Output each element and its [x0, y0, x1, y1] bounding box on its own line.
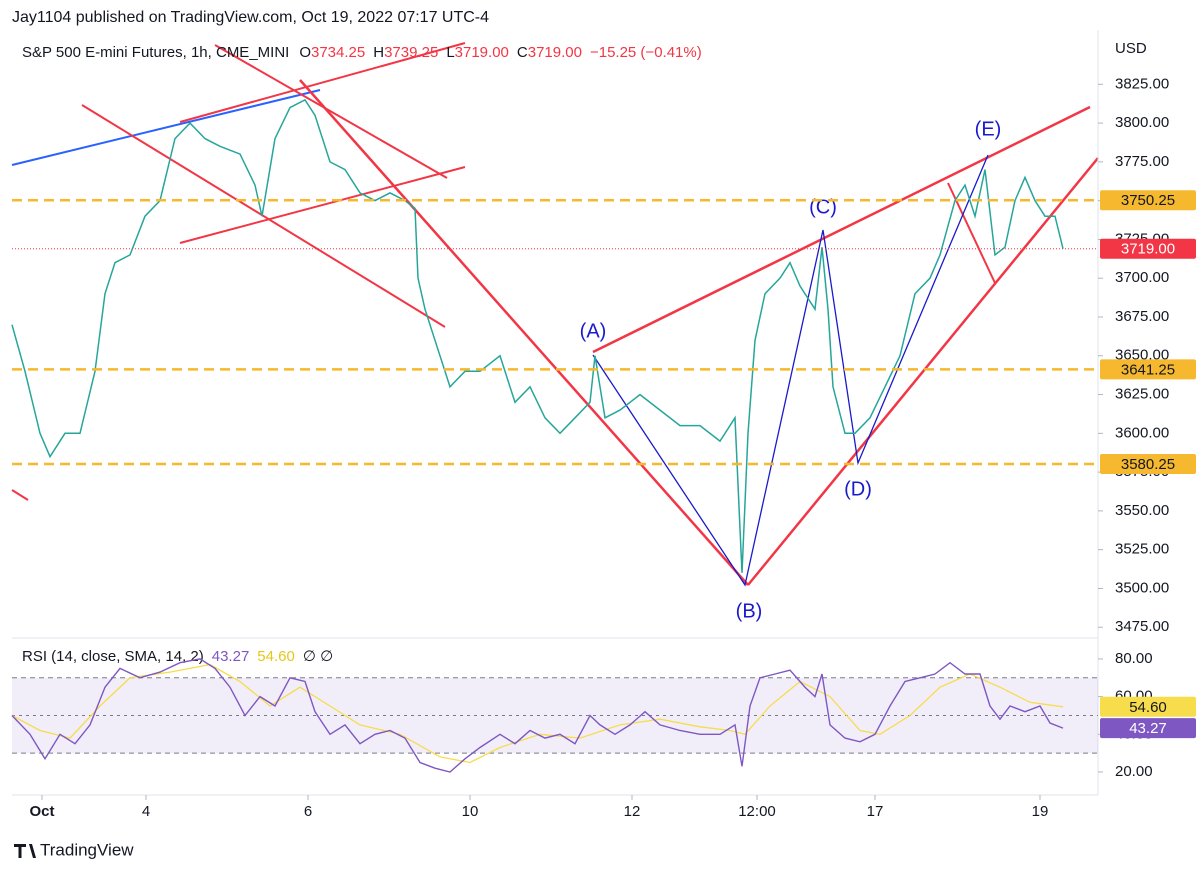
trendline — [747, 157, 1099, 586]
wave-label: (D) — [844, 478, 872, 500]
x-tick-label: 12 — [624, 803, 641, 820]
ohlc-value: 3719.00 — [455, 44, 509, 61]
rsi-legend-value: 54.60 — [257, 648, 295, 665]
y-tick-label: 3625.00 — [1115, 386, 1169, 403]
ohlc-label: H — [373, 44, 384, 61]
y-tick-label: 3675.00 — [1115, 308, 1169, 325]
last-price-tag-bg — [1100, 238, 1196, 259]
wave-label: (C) — [809, 196, 837, 218]
trendline — [11, 89, 321, 166]
y-tick-label: 3800.00 — [1115, 114, 1169, 131]
wave-label: (A) — [580, 320, 607, 342]
rsi-title: RSI (14, close, SMA, 14, 2) — [22, 648, 204, 665]
change: −15.25 (−0.41%) — [590, 44, 702, 61]
drawings — [11, 42, 1099, 587]
level-tag-bg — [1100, 453, 1196, 474]
y-tick-label: 3525.00 — [1115, 541, 1169, 558]
trendline — [179, 166, 466, 244]
ohlc-value: 3734.25 — [311, 44, 365, 61]
ohlc-label: C — [517, 44, 528, 61]
rsi-line — [11, 658, 1064, 773]
y-tick-label: 20.00 — [1115, 763, 1153, 780]
x-tick-label: 10 — [462, 803, 479, 820]
wave-label: (E) — [975, 118, 1002, 140]
y-tick-label: 3475.00 — [1115, 618, 1169, 635]
x-tick-label: 19 — [1032, 803, 1049, 820]
y-tick-label: 3550.00 — [1115, 502, 1169, 519]
price-line — [11, 98, 1064, 573]
currency: USD — [1115, 40, 1147, 57]
rsi-tag: 43.27 — [1129, 720, 1167, 737]
trendline — [11, 489, 29, 501]
trendline — [81, 104, 446, 328]
y-tick-label: 3700.00 — [1115, 269, 1169, 286]
y-tick-label: 3500.00 — [1115, 579, 1169, 596]
ohlc-label: O — [299, 44, 311, 61]
publisher: Jay1104 published on TradingView.com, Oc… — [12, 9, 489, 26]
ohlc-value: 3719.00 — [528, 44, 582, 61]
level-tag-bg — [1100, 190, 1196, 211]
wave-label: (B) — [736, 600, 763, 622]
y-tick-label: 3600.00 — [1115, 424, 1169, 441]
rsi-tag-bg — [1100, 718, 1196, 739]
symbol-title: S&P 500 E-mini Futures, 1h, CME_MINI — [22, 44, 289, 61]
rsi-tag-bg — [1100, 696, 1196, 717]
ohlc-label: L — [446, 44, 454, 61]
y-tick-label: 3825.00 — [1115, 75, 1169, 92]
x-tick-label: 17 — [867, 803, 884, 820]
rsi-symbols: ∅ ∅ — [303, 648, 333, 665]
x-tick-label: 12:00 — [738, 803, 776, 820]
last-price-tag: 3719.00 — [1121, 241, 1175, 258]
ohlc-value: 3739.25 — [384, 44, 438, 61]
wave-path — [592, 154, 989, 587]
rsi-legend-value: 43.27 — [212, 648, 250, 665]
trendline — [592, 105, 1091, 354]
x-tick-label: Oct — [29, 803, 54, 820]
trendline — [299, 79, 749, 586]
logo — [14, 844, 36, 858]
y-tick-label: 80.00 — [1115, 650, 1153, 667]
footer: TradingView — [40, 840, 134, 859]
level-tag: 3580.25 — [1121, 456, 1175, 473]
rsi-tag: 54.60 — [1129, 699, 1167, 716]
y-tick-label: 3775.00 — [1115, 153, 1169, 170]
level-tag: 3750.25 — [1121, 192, 1175, 209]
trendline — [214, 44, 448, 179]
level-tag: 3641.25 — [1121, 361, 1175, 378]
x-tick-label: 6 — [304, 803, 312, 820]
rsi-line — [11, 663, 1064, 764]
trendline — [179, 42, 466, 123]
level-tag-bg — [1100, 359, 1196, 380]
x-tick-label: 4 — [142, 803, 150, 820]
